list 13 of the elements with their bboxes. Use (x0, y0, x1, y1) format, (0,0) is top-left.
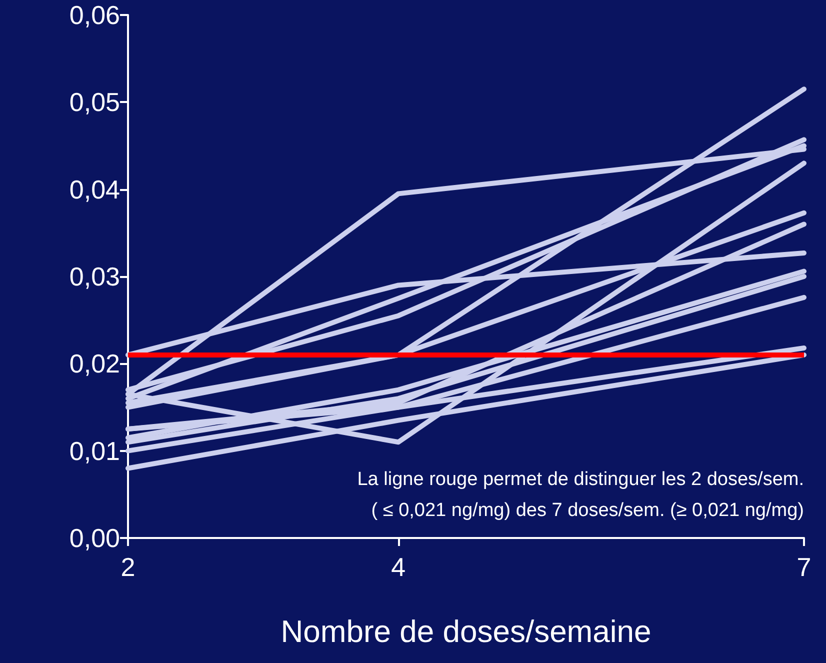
x-tick-label: 2 (120, 552, 136, 582)
x-tick-label: 7 (796, 552, 812, 582)
y-tick-label: 0,01 (69, 436, 120, 466)
y-tick-label: 0,02 (69, 348, 120, 379)
x-tick-label: 4 (391, 552, 406, 582)
y-tick-label: 0,04 (69, 174, 120, 204)
annotation: ( ≤ 0,021 ng/mg) des 7 doses/sem. (≥ 0,021 ng/mg) (371, 500, 804, 521)
x-axis-title: Nombre de doses/semaine (280, 614, 652, 649)
y-tick-label: 0,00 (69, 523, 120, 553)
y-tick-label: 0,05 (69, 87, 120, 118)
y-tick-label: 0,03 (69, 262, 120, 292)
y-tick-label: 0,06 (69, 0, 120, 30)
annotation: La ligne rouge permet de distinguer les 2 doses/sem. (357, 469, 804, 490)
